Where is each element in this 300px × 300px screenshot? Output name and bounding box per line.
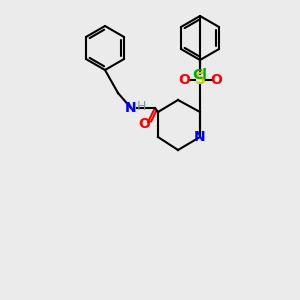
Text: N: N [125, 101, 137, 115]
Text: O: O [138, 117, 150, 131]
Text: O: O [178, 73, 190, 87]
Text: O: O [210, 73, 222, 87]
Text: S: S [194, 73, 206, 88]
Text: N: N [194, 130, 206, 144]
Text: H: H [136, 100, 146, 112]
Text: Cl: Cl [193, 68, 207, 82]
